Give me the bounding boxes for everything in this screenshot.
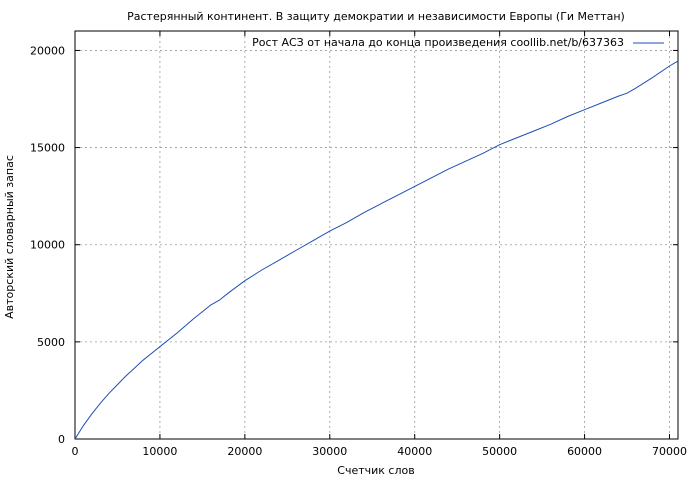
y-tick-label: 0 xyxy=(58,433,65,446)
x-tick-label: 70000 xyxy=(652,445,687,458)
x-tick-label: 40000 xyxy=(397,445,432,458)
chart-title: Растерянный континент. В защиту демократ… xyxy=(127,10,625,23)
series-line xyxy=(74,60,679,440)
grid xyxy=(75,31,678,439)
x-tick-label: 20000 xyxy=(227,445,262,458)
x-tick-label: 60000 xyxy=(567,445,602,458)
axis-ticks: 0 10000 20000 30000 40000 50000 60000 70000 0 500… xyxy=(30,31,687,458)
legend-label: Рост АСЗ от начала до конца произведения… xyxy=(252,36,624,49)
x-tick-label: 50000 xyxy=(482,445,517,458)
y-tick-label: 15000 xyxy=(30,142,65,155)
y-tick-label: 10000 xyxy=(30,239,65,252)
legend: Рост АСЗ от начала до конца произведения… xyxy=(252,36,664,49)
x-axis-label: Счетчик слов xyxy=(337,464,414,477)
series-layer xyxy=(74,60,679,440)
y-tick-label: 20000 xyxy=(30,44,65,57)
y-tick-label: 5000 xyxy=(37,336,65,349)
plot-frame xyxy=(74,30,679,440)
x-tick-label: 30000 xyxy=(312,445,347,458)
y-axis-label: Авторский словарный запас xyxy=(3,155,16,319)
x-tick-label: 0 xyxy=(72,445,79,458)
x-tick-label: 10000 xyxy=(142,445,177,458)
